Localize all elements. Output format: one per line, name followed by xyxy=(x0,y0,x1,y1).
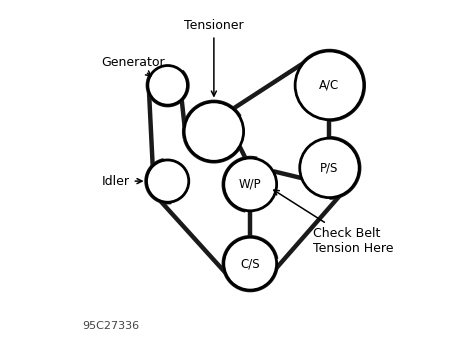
Text: Generator: Generator xyxy=(101,56,165,76)
Text: P/S: P/S xyxy=(320,161,338,174)
Text: Tensioner: Tensioner xyxy=(184,20,244,96)
Text: C/S: C/S xyxy=(240,257,260,270)
Circle shape xyxy=(224,158,277,211)
Circle shape xyxy=(184,102,244,161)
Circle shape xyxy=(295,51,364,120)
Text: A/C: A/C xyxy=(319,79,339,92)
Circle shape xyxy=(224,237,277,290)
Text: 95C27336: 95C27336 xyxy=(82,321,139,332)
Circle shape xyxy=(300,138,359,198)
Text: W/P: W/P xyxy=(239,178,262,191)
Text: Idler: Idler xyxy=(101,174,142,188)
Text: Check Belt
Tension Here: Check Belt Tension Here xyxy=(274,190,393,254)
Circle shape xyxy=(148,66,187,105)
Circle shape xyxy=(146,160,189,202)
